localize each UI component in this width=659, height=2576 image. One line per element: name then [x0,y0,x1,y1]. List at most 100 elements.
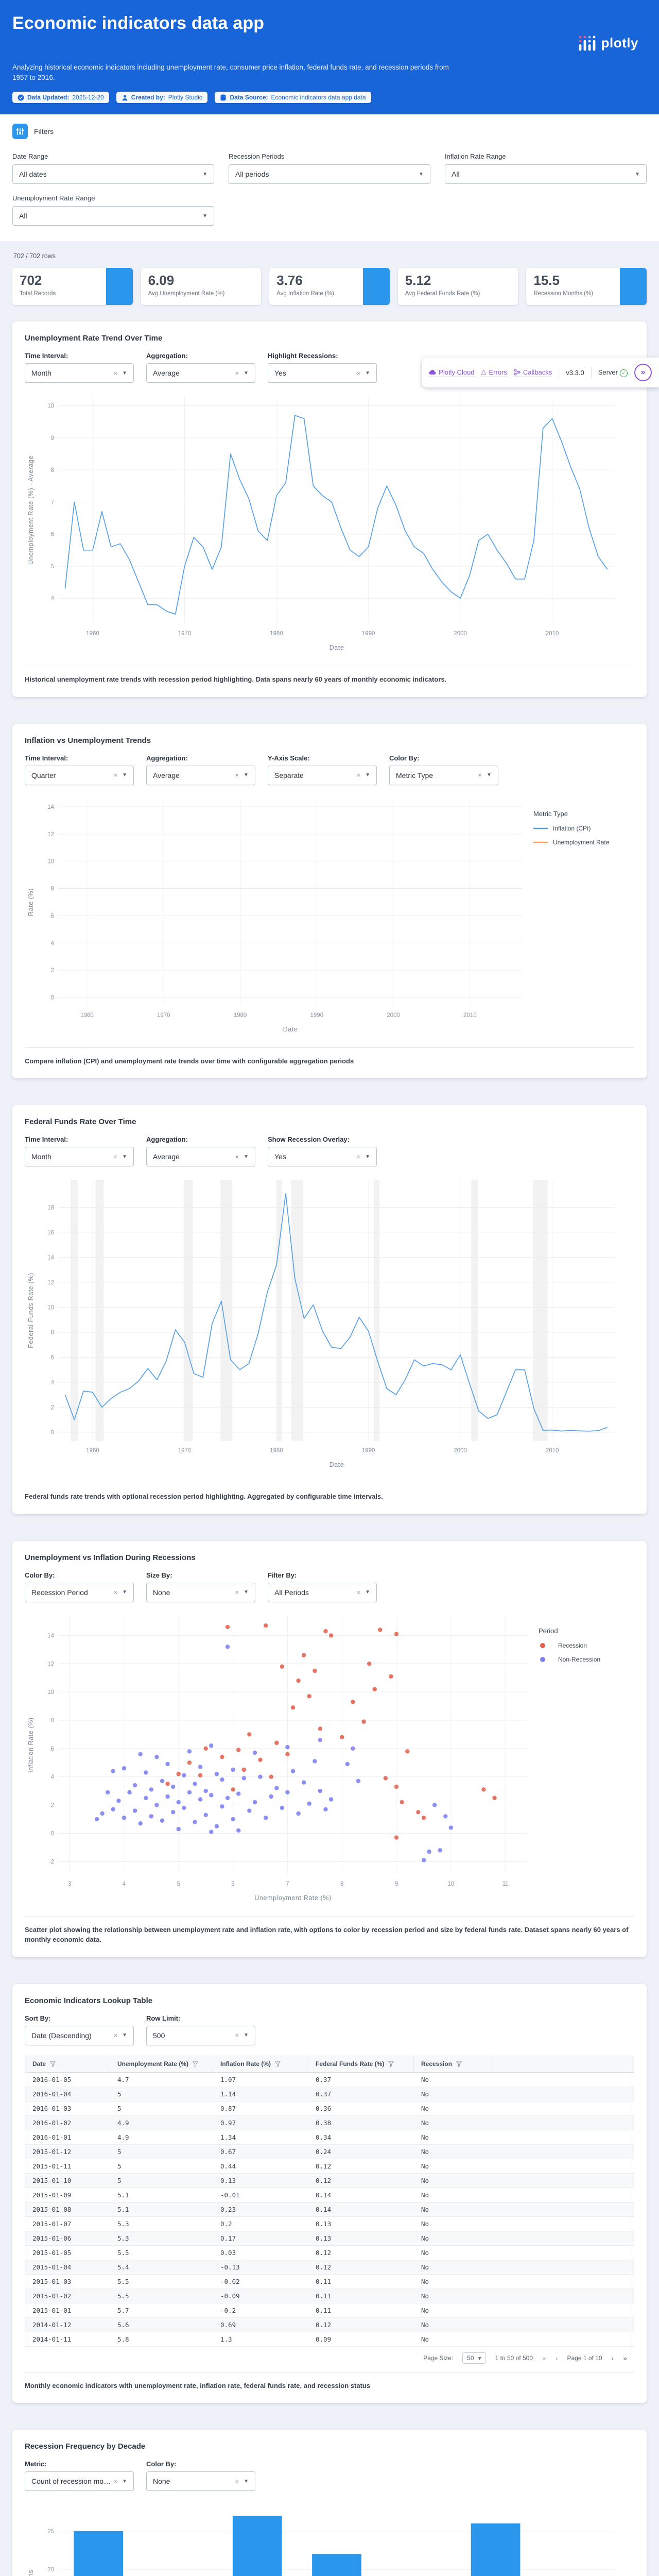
scatter-point[interactable] [313,1668,317,1673]
table-row[interactable]: 2016-01-01 4.9 1.34 0.34 No [25,2130,634,2145]
bar-1980s[interactable] [312,2554,361,2576]
scatter-point[interactable] [106,1790,110,1794]
callbacks-button[interactable]: Callbacks [513,368,552,377]
scatter-point[interactable] [127,1790,132,1794]
scatter-point[interactable] [269,1774,273,1779]
table-row[interactable]: 2014-01-11 5.8 1.3 0.09 No [25,2332,634,2347]
scatter-point[interactable] [323,1807,328,1811]
scatter-point[interactable] [290,1705,296,1710]
clear-icon[interactable]: × [356,369,361,377]
scatter-point[interactable] [285,1752,290,1756]
table-row[interactable]: 2015-01-03 5.5 -0.02 0.11 No [25,2275,634,2289]
scatter-point[interactable] [313,1758,317,1764]
scatter-point[interactable] [345,1761,350,1766]
clear-icon[interactable]: × [113,771,118,779]
errors-button[interactable]: △ Errors [481,368,507,377]
scatter-point[interactable] [356,1778,361,1783]
table-row[interactable]: 2016-01-05 4.7 1.07 0.37 No [25,2073,634,2087]
table-row[interactable]: 2015-01-02 5.5 -0.09 0.11 No [25,2289,634,2303]
scatter-point[interactable] [198,1797,203,1802]
clear-icon[interactable]: × [235,771,239,779]
scatter-point[interactable] [443,1814,448,1819]
clear-icon[interactable]: × [235,1588,239,1597]
scatter-point[interactable] [138,1821,143,1826]
scatter-point[interactable] [132,1808,137,1813]
table-row[interactable]: 2016-01-03 5 0.87 0.36 No [25,2102,634,2116]
scatter-point[interactable] [209,1829,214,1834]
first-page-button[interactable]: « [542,2353,546,2362]
scatter-point[interactable] [427,1849,431,1854]
scatter-point[interactable] [160,1778,165,1783]
scatter-point[interactable] [214,1824,219,1828]
scatter-point[interactable] [285,1790,290,1794]
column-header[interactable]: Inflation Rate (%) [213,2056,308,2072]
scatter-point[interactable] [301,1653,306,1657]
control-select[interactable]: Average × ▼ [146,1147,255,1167]
scatter-point[interactable] [448,1825,454,1830]
scatter-point[interactable] [241,1775,246,1781]
scatter-point[interactable] [203,1788,208,1793]
bar-2000s[interactable] [471,2523,521,2576]
control-select[interactable]: Date (Descending) × ▼ [25,2025,134,2045]
scatter-point[interactable] [247,1808,252,1813]
scatter-point[interactable] [144,1770,148,1775]
control-select[interactable]: Recession Period × ▼ [25,1582,134,1602]
scatter-point[interactable] [252,1800,257,1804]
scatter-point[interactable] [209,1792,214,1798]
column-header[interactable]: Federal Funds Rate (%) [308,2056,414,2072]
scatter-point[interactable] [165,1781,170,1786]
scatter-point[interactable] [154,1754,159,1759]
scatter-point[interactable] [231,1787,235,1792]
scatter-point[interactable] [252,1750,257,1755]
last-page-button[interactable]: » [623,2353,627,2362]
clear-icon[interactable]: × [235,369,239,377]
scatter-point[interactable] [231,1817,235,1821]
filter-funnel-icon[interactable] [275,2061,281,2067]
line-series[interactable] [64,415,608,615]
scatter-point[interactable] [187,1790,192,1794]
table-row[interactable]: 2016-01-04 5 1.14 0.37 No [25,2087,634,2102]
scatter-point[interactable] [421,1857,426,1862]
clear-icon[interactable]: × [113,1153,118,1161]
scatter-point[interactable] [432,1803,437,1807]
scatter-point[interactable] [421,1815,426,1820]
scatter-point[interactable] [198,1764,203,1769]
inflation-range-select[interactable]: All ▼ [445,164,647,184]
scatter-point[interactable] [149,1787,154,1792]
table-row[interactable]: 2016-01-02 4.9 0.97 0.38 No [25,2115,634,2130]
scatter-point[interactable] [209,1743,214,1748]
scatter-point[interactable] [100,1811,105,1816]
bar-1950s[interactable] [74,2531,123,2576]
scatter-point[interactable] [258,1757,263,1762]
scatter-point[interactable] [241,1767,246,1772]
table-row[interactable]: 2015-01-11 5 0.44 0.12 No [25,2159,634,2174]
table-row[interactable]: 2014-01-12 5.6 0.69 0.12 No [25,2317,634,2332]
scatter-point[interactable] [176,1800,181,1804]
recession-periods-select[interactable]: All periods ▼ [229,164,430,184]
scatter-point[interactable] [274,1740,279,1745]
scatter-point[interactable] [323,1629,328,1633]
control-select[interactable]: None × ▼ [146,1582,255,1602]
scatter-point[interactable] [176,1826,181,1832]
control-select[interactable]: Yes × ▼ [268,363,377,383]
table-row[interactable]: 2015-01-05 5.5 0.03 0.12 No [25,2246,634,2260]
clear-icon[interactable]: × [235,2477,239,2485]
scatter-point[interactable] [220,1804,224,1809]
scatter-point[interactable] [203,1812,208,1817]
scatter-point[interactable] [394,1632,399,1636]
table-row[interactable]: 2015-01-06 5.3 0.17 0.13 No [25,2231,634,2246]
column-header[interactable]: Recession [414,2056,491,2072]
table-row[interactable]: 2015-01-04 5.4 -0.13 0.12 No [25,2260,634,2275]
scatter-point[interactable] [236,1748,241,1752]
clear-icon[interactable]: × [113,369,118,377]
scatter-point[interactable] [296,1678,301,1683]
scatter-point[interactable] [263,1623,268,1628]
line-series[interactable] [64,1193,608,1432]
scatter-point[interactable] [400,1800,404,1804]
scatter-point[interactable] [280,1664,285,1669]
scatter-point[interactable] [198,1773,203,1777]
clear-icon[interactable]: × [478,771,482,779]
control-select[interactable]: Yes × ▼ [268,1147,377,1167]
control-select[interactable]: All Periods × ▼ [268,1582,377,1602]
control-select[interactable]: 500 × ▼ [146,2025,255,2045]
